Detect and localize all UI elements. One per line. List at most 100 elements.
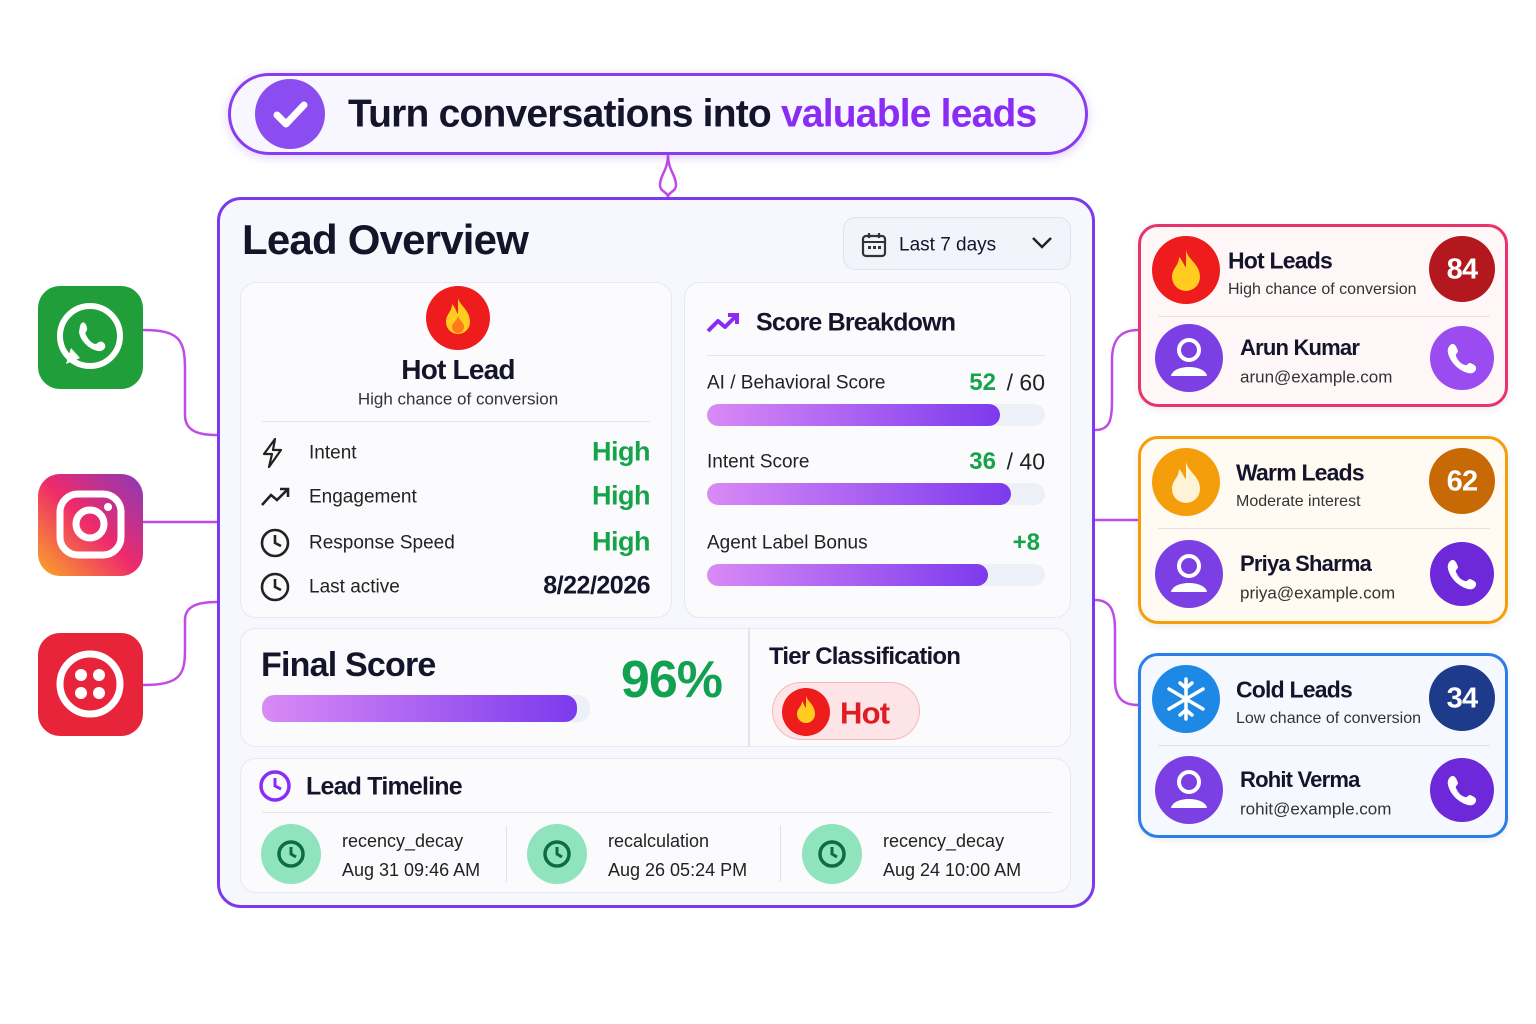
divider (1158, 316, 1490, 317)
event-icon-svg (527, 824, 587, 884)
contact-name: Priya Sharma (1240, 551, 1372, 576)
twilio-icon (38, 633, 143, 736)
score-bar (707, 564, 988, 586)
score-value: 36 (969, 448, 996, 475)
contact-email: rohit@example.com (1240, 799, 1392, 819)
score-track (707, 404, 1045, 426)
metric-label: Intent (309, 442, 357, 464)
score-label: Agent Label Bonus (707, 532, 868, 554)
metric-value: 8/22/2026 (543, 571, 650, 600)
event-name: recency_decay (883, 831, 1005, 851)
call-button-svg (1430, 326, 1494, 390)
score-track (707, 564, 1045, 586)
divider (506, 826, 507, 882)
score-max: / 60 (1006, 369, 1045, 396)
metric-value: High (592, 436, 651, 467)
contact-email: priya@example.com (1240, 583, 1396, 603)
score-title: Score Breakdown (756, 308, 956, 337)
divider (748, 628, 750, 747)
group-count-badge (1429, 236, 1495, 302)
metric-icon-svg (260, 572, 290, 602)
flame-icon (782, 688, 830, 736)
event-icon-svg (261, 824, 321, 884)
date-dropdown[interactable] (843, 217, 1071, 270)
event-icon-svg (802, 824, 862, 884)
contact-avatar-svg (1155, 756, 1223, 824)
whatsapp-icon (38, 286, 143, 389)
calendar-icon (861, 233, 887, 258)
contact-avatar (1155, 324, 1223, 392)
final-title: Final Score (261, 646, 436, 684)
group-icon-svg (1152, 236, 1220, 304)
final-panel (240, 628, 1071, 747)
lead-subtitle: High chance of conversion (357, 389, 559, 409)
clock-icon (259, 770, 291, 802)
group-icon-svg (1152, 665, 1220, 733)
group-subtitle: Moderate interest (1236, 493, 1361, 510)
metric-value: High (592, 480, 651, 511)
instagram-icon (38, 474, 143, 576)
event-name: recalculation (608, 831, 710, 851)
contact-avatar (1155, 756, 1223, 824)
header-text: Turn conversations into (348, 92, 772, 136)
group-icon (1152, 665, 1220, 733)
flame-icon (426, 286, 490, 350)
score-panel (684, 282, 1071, 618)
event-time: Aug 31 09:46 AM (342, 860, 481, 880)
metric-label: Response Speed (309, 532, 455, 554)
call-button[interactable] (1430, 542, 1494, 606)
group-icon-svg (1152, 448, 1220, 516)
divider (707, 355, 1045, 356)
score-value: +8 (1012, 529, 1040, 556)
timeline-panel (240, 758, 1071, 893)
group-count-badge (1429, 448, 1495, 514)
score-track (707, 483, 1045, 505)
metric-icon (259, 571, 291, 603)
overview-title: Lead Overview (242, 216, 529, 263)
contact-avatar-svg (1155, 324, 1223, 392)
divider (1158, 528, 1490, 529)
group-count: 34 (1446, 682, 1478, 715)
event-icon (802, 824, 862, 884)
metric-icon (259, 437, 291, 469)
timeline-title: Lead Timeline (306, 772, 463, 801)
header-title: Turn conversations into valuable leads (348, 92, 1037, 136)
final-track (262, 695, 590, 722)
metric-icon (259, 527, 291, 559)
event-icon (527, 824, 587, 884)
chevron (1032, 237, 1052, 249)
tier-title: Tier Classification (769, 643, 961, 670)
score-bar (707, 483, 1012, 505)
lead-tier: Hot Lead (401, 354, 515, 385)
group-subtitle: Low chance of conversion (1236, 710, 1421, 727)
contact-avatar-svg (1155, 540, 1223, 608)
contact-avatar (1155, 540, 1223, 608)
header-pill (228, 73, 1088, 155)
call-button[interactable] (1430, 326, 1494, 390)
score-label: Intent Score (707, 451, 810, 473)
metric-icon-svg (261, 487, 290, 506)
header-highlight: valuable leads (780, 92, 1037, 136)
group-title: Cold Leads (1236, 676, 1353, 703)
score-max: / 40 (1006, 448, 1045, 475)
call-button[interactable] (1430, 758, 1494, 822)
group-title: Hot Leads (1228, 247, 1333, 274)
group-count: 84 (1446, 253, 1478, 286)
group-icon (1152, 448, 1220, 516)
score-label: AI / Behavioral Score (707, 372, 886, 394)
contact-name: Rohit Verma (1240, 767, 1360, 792)
group-icon (1152, 236, 1220, 304)
date-range: Last 7 days (899, 234, 997, 256)
contact-name: Arun Kumar (1240, 335, 1360, 360)
metric-icon-svg (260, 528, 290, 558)
divider (1158, 745, 1490, 746)
group-count-badge (1429, 665, 1495, 731)
event-icon (261, 824, 321, 884)
metric-icon (259, 481, 291, 513)
final-score: 96% (620, 651, 723, 709)
group-subtitle: High chance of conversion (1228, 281, 1417, 298)
divider (262, 421, 650, 422)
divider (262, 812, 1052, 813)
